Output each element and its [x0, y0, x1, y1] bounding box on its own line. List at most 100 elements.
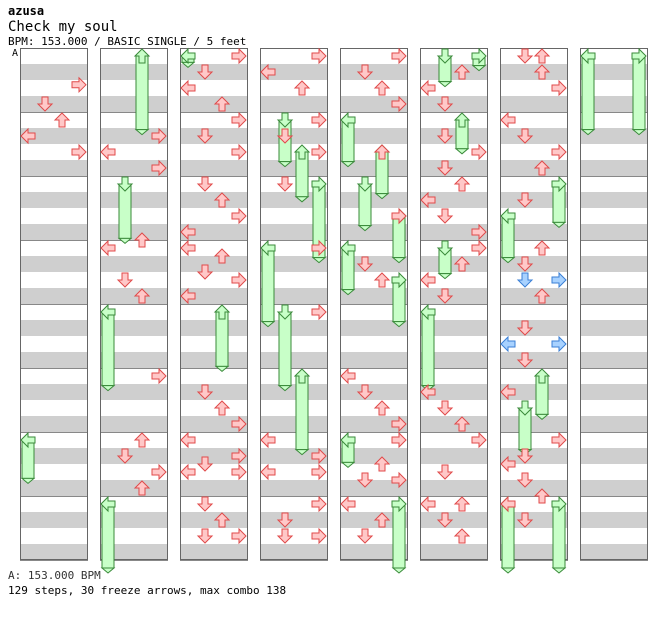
beat-stripe: [20, 480, 88, 496]
beat-stripe: [500, 512, 568, 528]
tap-arrow: [116, 272, 134, 288]
beat-stripe: [580, 352, 648, 368]
freeze-head-arrow: [356, 176, 374, 192]
column-border: [180, 48, 248, 560]
tap-arrow: [36, 96, 54, 112]
freeze-body: [261, 247, 275, 323]
chart-column: [340, 47, 408, 574]
tap-arrow: [551, 143, 567, 161]
freeze-arrow: [471, 47, 487, 72]
tap-arrow: [196, 128, 214, 144]
beat-stripe: [180, 192, 248, 208]
tap-arrow: [311, 303, 327, 321]
freeze-arrow: [580, 47, 596, 136]
tap-arrow: [231, 111, 247, 129]
freeze-head-arrow: [340, 111, 356, 129]
freeze-arrow: [311, 175, 327, 264]
beat-stripe: [180, 416, 248, 432]
tap-arrow: [311, 111, 327, 129]
beat-stripe: [260, 352, 328, 368]
freeze-arrow: [551, 175, 567, 229]
beat-stripe: [420, 480, 488, 496]
freeze-tail: [580, 129, 596, 136]
tap-arrow: [196, 528, 214, 544]
beat-stripe: [580, 320, 648, 336]
tap-arrow: [533, 240, 551, 256]
tap-arrow: [213, 96, 231, 112]
freeze-arrow: [276, 304, 294, 392]
chart-column: [420, 47, 488, 561]
beat-stripe: [180, 320, 248, 336]
freeze-head-arrow: [20, 431, 36, 449]
beat-stripe: [340, 320, 408, 336]
tap-arrow: [311, 527, 327, 545]
freeze-head-arrow: [391, 271, 407, 289]
beat-stripe: [500, 480, 568, 496]
beat-stripe: [340, 512, 408, 528]
freeze-arrow: [436, 240, 454, 280]
beat-stripe: [180, 224, 248, 240]
tap-arrow: [471, 239, 487, 257]
beat-stripe: [500, 128, 568, 144]
tap-arrow: [420, 383, 436, 401]
freeze-head-arrow: [311, 175, 327, 193]
beat-stripe: [340, 224, 408, 240]
column-border: [260, 48, 328, 560]
beat-stripe: [100, 480, 168, 496]
chart-column: [500, 48, 568, 574]
column-border: [580, 48, 648, 560]
tap-arrow: [551, 431, 567, 449]
beat-stripe: [20, 224, 88, 240]
chart-info: BPM: 153.000 / BASIC SINGLE / 5 feet: [8, 35, 247, 48]
tap-arrow: [180, 431, 196, 449]
tap-arrow: [100, 239, 116, 257]
beat-stripe: [340, 416, 408, 432]
beat-stripe: [20, 544, 88, 560]
freeze-arrow: [116, 176, 134, 245]
freeze-tail: [437, 81, 453, 88]
freeze-arrow: [20, 431, 36, 485]
beat-stripe: [420, 512, 488, 528]
beat-stripe: [340, 352, 408, 368]
tap-arrow: [453, 176, 471, 192]
tap-arrow: [180, 223, 196, 241]
freeze-tail: [100, 567, 116, 574]
artist-name: azusa: [8, 4, 45, 18]
freeze-arrow: [436, 48, 454, 88]
tap-arrow: [420, 495, 436, 513]
beat-stripe: [500, 352, 568, 368]
tap-arrow: [436, 288, 454, 304]
tap-arrow: [533, 488, 551, 504]
shock-arrow: [551, 271, 567, 289]
freeze-tail: [631, 129, 647, 136]
beat-stripe: [340, 544, 408, 560]
chart-column: [20, 48, 88, 561]
tap-arrow: [196, 64, 214, 80]
beat-stripe: [340, 160, 408, 176]
freeze-head-arrow: [340, 239, 356, 257]
tap-arrow: [436, 464, 454, 480]
beat-stripe: [260, 416, 328, 432]
tap-arrow: [356, 256, 374, 272]
beat-stripe: [100, 64, 168, 80]
freeze-tail: [134, 129, 150, 136]
tap-arrow: [133, 232, 151, 248]
freeze-tail: [260, 321, 276, 328]
beat-stripe: [20, 256, 88, 272]
beat-stripe: [580, 480, 648, 496]
freeze-tail: [551, 221, 567, 229]
freeze-arrow: [391, 271, 407, 328]
shock-arrow: [516, 272, 534, 288]
freeze-head-arrow: [213, 304, 231, 320]
freeze-head-arrow: [533, 368, 551, 384]
tap-arrow: [391, 95, 407, 113]
tap-arrow: [516, 512, 534, 528]
freeze-head-arrow: [453, 112, 471, 128]
tap-arrow: [116, 448, 134, 464]
tap-arrow: [180, 463, 196, 481]
beat-stripe: [20, 64, 88, 80]
beat-stripe: [260, 192, 328, 208]
tap-arrow: [453, 528, 471, 544]
freeze-head-arrow: [100, 303, 116, 321]
freeze-head-arrow: [391, 495, 407, 513]
